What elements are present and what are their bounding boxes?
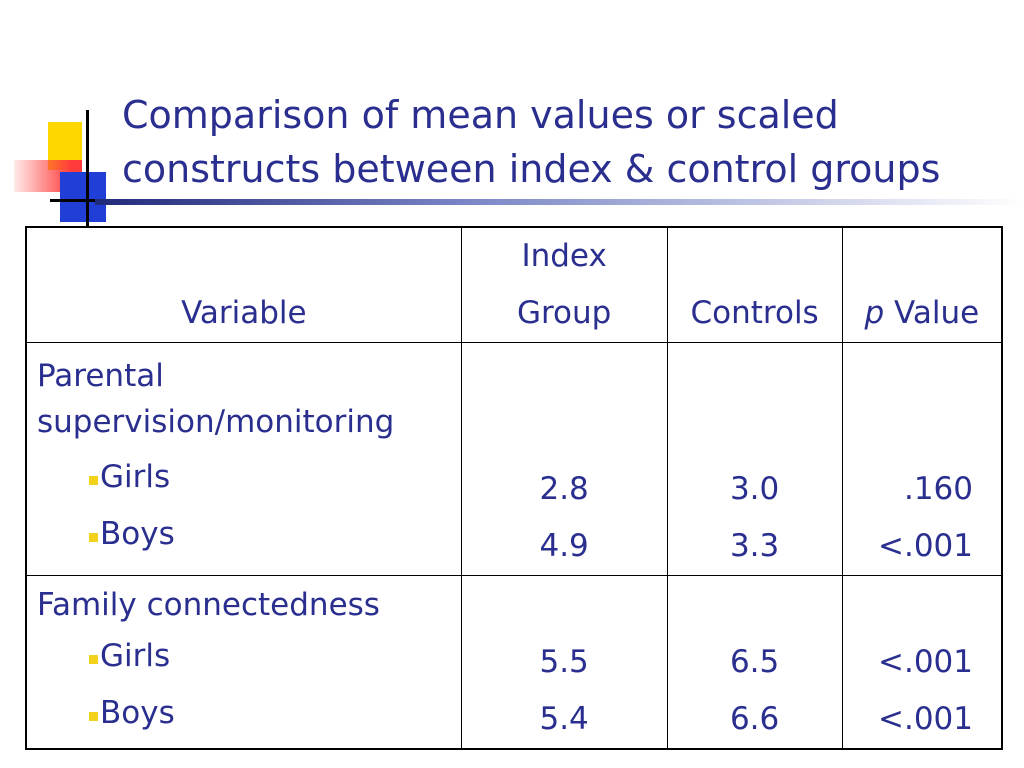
- p-value: .160: [903, 471, 973, 507]
- p-value-cell: <.001 <.001: [841, 575, 1003, 750]
- variable-cell: Family connectedness Girls Boys: [25, 575, 462, 750]
- header-p-value: p Value: [841, 227, 1003, 343]
- header-controls: Controls: [666, 227, 843, 343]
- sub-item-boys: Boys: [27, 506, 461, 563]
- bullet-icon: [89, 712, 98, 721]
- p-value-cell: .160 <.001: [841, 342, 1003, 576]
- header-index-line1: Index: [521, 238, 607, 274]
- variable-cell: Parental supervision/monitoring Girls Bo…: [25, 342, 462, 576]
- bullet-icon: [89, 476, 98, 485]
- index-cell: 5.5 5.4: [460, 575, 668, 750]
- sub-item-boys: Boys: [27, 685, 461, 742]
- comparison-table: Variable Index Group Controls p Value Pa…: [25, 226, 1003, 750]
- header-index-line2: Group: [516, 295, 612, 331]
- header-variable-label: Variable: [181, 295, 307, 331]
- variable-name-line2: supervision/monitoring: [37, 404, 395, 440]
- slide-logo-decoration: [0, 0, 140, 240]
- header-p-value-label: p Value: [843, 285, 1001, 342]
- table-header-row: Variable Index Group Controls p Value: [25, 227, 1003, 343]
- header-index-group: Index Group: [460, 227, 668, 343]
- controls-value: 3.0: [729, 471, 780, 507]
- sub-item-label: Boys: [100, 695, 175, 731]
- p-value: <.001: [878, 644, 973, 680]
- controls-value: 6.5: [729, 644, 780, 680]
- index-value: 5.5: [539, 644, 589, 680]
- logo-blue-square: [60, 172, 106, 222]
- variable-name-line1: Family connectedness: [37, 587, 380, 623]
- sub-item-label: Girls: [100, 638, 171, 674]
- index-value: 2.8: [539, 471, 589, 507]
- bullet-icon: [89, 655, 98, 664]
- logo-vertical-line: [86, 110, 89, 228]
- header-variable: Variable: [25, 227, 462, 343]
- controls-value: 6.6: [729, 701, 780, 737]
- controls-cell: 3.0 3.3: [666, 342, 843, 576]
- index-value: 4.9: [539, 528, 589, 564]
- slide-title: Comparison of mean values or scaled cons…: [122, 88, 1012, 196]
- table-row: Parental supervision/monitoring Girls Bo…: [25, 342, 1003, 576]
- sub-item-girls: Girls: [27, 449, 461, 506]
- header-p-italic: p: [864, 295, 885, 331]
- header-p-rest: Value: [884, 295, 980, 331]
- controls-cell: 6.5 6.6: [666, 575, 843, 750]
- table-row: Family connectedness Girls Boys 5.5 5.4: [25, 575, 1003, 750]
- variable-name-line1: Parental: [37, 358, 164, 394]
- variable-name: Parental supervision/monitoring: [27, 353, 461, 445]
- p-value: <.001: [878, 701, 973, 737]
- header-controls-label: Controls: [690, 295, 819, 331]
- logo-horizontal-line: [50, 199, 96, 202]
- sub-item-label: Boys: [100, 516, 175, 552]
- index-value: 5.4: [539, 701, 589, 737]
- title-line-1: Comparison of mean values or scaled: [122, 93, 839, 137]
- variable-name: Family connectedness: [27, 582, 461, 628]
- p-value: <.001: [878, 528, 973, 564]
- controls-value: 3.3: [729, 528, 780, 564]
- index-cell: 2.8 4.9: [460, 342, 668, 576]
- bullet-icon: [89, 533, 98, 542]
- title-underline: [95, 199, 1024, 205]
- sub-item-label: Girls: [100, 459, 171, 495]
- sub-item-girls: Girls: [27, 628, 461, 685]
- title-line-2: constructs between index & control group…: [122, 147, 941, 191]
